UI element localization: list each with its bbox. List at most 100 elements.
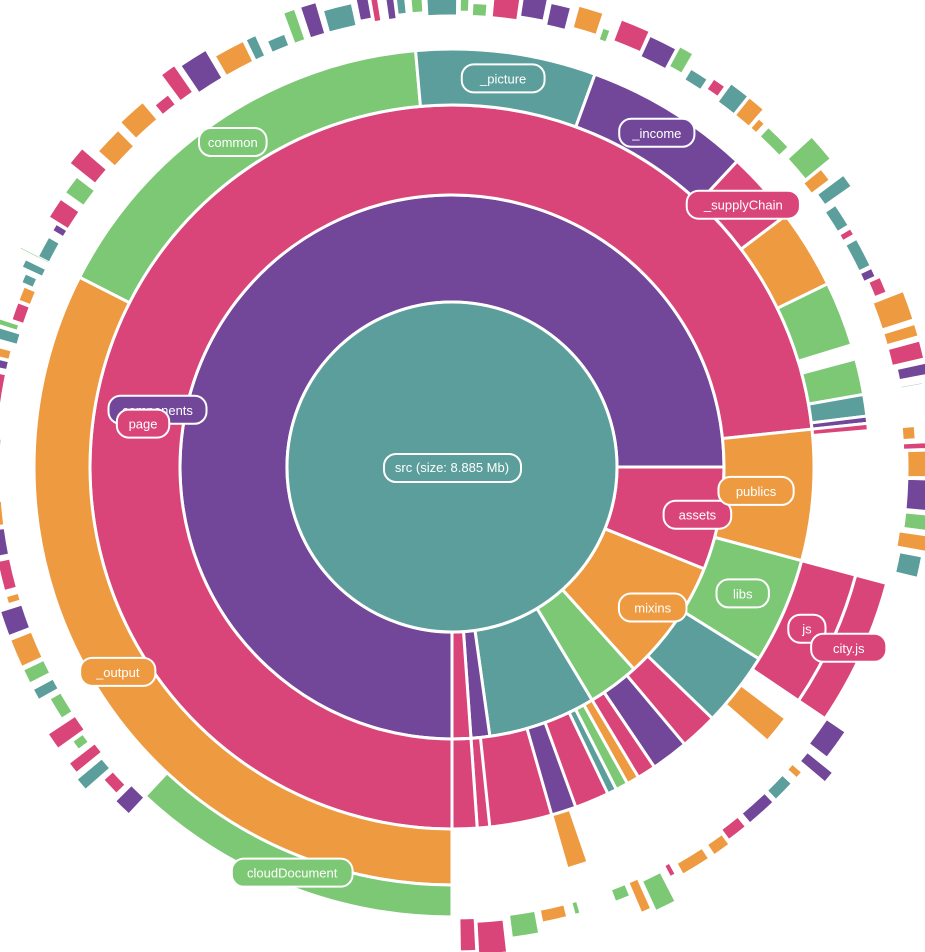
leaf-arc-0-8[interactable] bbox=[23, 659, 51, 684]
leaf-arc-3-13[interactable] bbox=[900, 382, 924, 389]
level3-arc-unnamed-10[interactable] bbox=[810, 421, 871, 438]
leaf-arc-3-7[interactable] bbox=[859, 267, 876, 282]
leaf-arc-4-2[interactable] bbox=[907, 450, 925, 478]
leaf-arc-3-8[interactable] bbox=[868, 276, 887, 298]
leaf-arc-1-13[interactable] bbox=[283, 8, 306, 44]
leaf-arc-1-1[interactable] bbox=[52, 223, 68, 238]
leaf-arc-5-1[interactable] bbox=[799, 751, 834, 783]
leaf-arc-0-27[interactable] bbox=[21, 259, 47, 277]
leaf-arc-0-9[interactable] bbox=[10, 631, 43, 667]
leaf-arc-4-1[interactable] bbox=[902, 442, 925, 450]
leaf-arc-2-14[interactable] bbox=[717, 83, 749, 115]
leaf-arc-1-8[interactable] bbox=[160, 65, 194, 102]
leaf-arc-1-14[interactable] bbox=[300, 1, 326, 39]
leaf-arc-0-20[interactable] bbox=[0, 354, 9, 371]
leaf-arc-0-5[interactable] bbox=[47, 715, 85, 749]
leaf-arc-3-5[interactable] bbox=[839, 228, 855, 242]
leaf-arc-5-11[interactable] bbox=[610, 883, 631, 902]
leaf-arc-4-0[interactable] bbox=[901, 426, 916, 441]
leaf-arc-5-2[interactable] bbox=[787, 763, 803, 779]
leaf-arc-2-0[interactable] bbox=[410, 0, 424, 14]
leaf-arc-3-3[interactable] bbox=[816, 174, 852, 206]
leaf-arc-1-18[interactable] bbox=[385, 0, 397, 21]
leaf-arc-6-4[interactable] bbox=[459, 917, 477, 952]
leaf-arc-0-12[interactable] bbox=[0, 558, 17, 592]
leaf-arc-1-15[interactable] bbox=[322, 3, 357, 33]
leaf-arc-6-1[interactable] bbox=[539, 904, 568, 923]
leaf-arc-1-6[interactable] bbox=[120, 101, 158, 139]
leaf-arc-5-5[interactable] bbox=[721, 816, 746, 841]
leaf-arc-0-26[interactable] bbox=[21, 273, 38, 288]
level3-arc-unnamed-13[interactable] bbox=[549, 807, 590, 871]
leaf-arc-1-9[interactable] bbox=[180, 49, 223, 94]
level2-arc-unnamed-11[interactable] bbox=[450, 736, 479, 831]
leaf-arc-2-5[interactable] bbox=[519, 0, 550, 21]
leaf-arc-2-4[interactable] bbox=[491, 0, 521, 21]
leaf-arc-2-10[interactable] bbox=[640, 35, 677, 70]
leaf-arc-3-0[interactable] bbox=[759, 126, 789, 156]
leaf-arc-0-16[interactable] bbox=[0, 438, 2, 459]
leaf-arc-3-2[interactable] bbox=[803, 168, 830, 194]
leaf-arc-3-11[interactable] bbox=[887, 340, 925, 366]
leaf-arc-0-13[interactable] bbox=[0, 528, 10, 559]
leaf-arc-2-12[interactable] bbox=[684, 68, 708, 91]
leaf-arc-6-2[interactable] bbox=[509, 910, 540, 938]
leaf-arc-5-7[interactable] bbox=[676, 847, 710, 875]
leaf-arc-0-4[interactable] bbox=[72, 733, 89, 750]
leaf-arc-3-12[interactable] bbox=[896, 362, 925, 381]
leaf-arc-0-7[interactable] bbox=[32, 678, 59, 700]
leaf-arc-0-23[interactable] bbox=[0, 318, 20, 331]
leaf-arc-6-0[interactable] bbox=[571, 900, 581, 915]
level2-arc-unnamed-8[interactable] bbox=[567, 707, 619, 796]
root-node[interactable]: src (size: 8.885 Mb) bbox=[285, 300, 619, 634]
leaf-arc-3-4[interactable] bbox=[824, 204, 849, 233]
leaf-arc-0-2[interactable] bbox=[76, 758, 111, 790]
leaf-arc-4-7[interactable] bbox=[893, 576, 907, 581]
leaf-arc-2-7[interactable] bbox=[572, 5, 604, 35]
leaf-arc-4-6[interactable] bbox=[895, 552, 923, 578]
leaf-arc-0-24[interactable] bbox=[11, 302, 30, 324]
leaf-arc-1-10[interactable] bbox=[214, 40, 254, 76]
leaf-arc-3-10[interactable] bbox=[883, 323, 919, 346]
leaf-arc-1-7[interactable] bbox=[154, 94, 176, 116]
leaf-arc-1-5[interactable] bbox=[97, 129, 135, 167]
leaf-arc-2-15[interactable] bbox=[734, 97, 764, 127]
leaf-arc-0-19[interactable] bbox=[0, 370, 7, 405]
leaf-arc-4-5[interactable] bbox=[896, 531, 925, 552]
leaf-arc-1-2[interactable] bbox=[48, 198, 80, 230]
leaf-arc-3-1[interactable] bbox=[787, 136, 831, 180]
leaf-arc-2-2[interactable] bbox=[459, 0, 470, 12]
leaf-arc-2-9[interactable] bbox=[613, 19, 650, 53]
leaf-arc-1-12[interactable] bbox=[266, 33, 290, 53]
leaf-arc-1-11[interactable] bbox=[245, 34, 266, 61]
leaf-arc-2-6[interactable] bbox=[546, 2, 571, 30]
leaf-arc-1-19[interactable] bbox=[394, 0, 407, 15]
leaf-arc-0-14[interactable] bbox=[0, 500, 5, 526]
leaf-arc-5-3[interactable] bbox=[766, 774, 792, 800]
leaf-arc-4-3[interactable] bbox=[905, 478, 925, 511]
leaf-arc-2-13[interactable] bbox=[706, 78, 726, 98]
leaf-arc-2-3[interactable] bbox=[471, 2, 488, 17]
leaf-arc-0-21[interactable] bbox=[0, 343, 12, 360]
leaf-arc-0-1[interactable] bbox=[103, 771, 126, 794]
leaf-arc-2-1[interactable] bbox=[426, 0, 458, 17]
leaf-arc-0-0[interactable] bbox=[115, 784, 145, 815]
leaf-arc-5-10[interactable] bbox=[628, 878, 652, 913]
leaf-arc-0-6[interactable] bbox=[49, 692, 73, 719]
level3-arc-unnamed-12[interactable] bbox=[723, 682, 788, 744]
leaf-arc-5-0[interactable] bbox=[808, 719, 846, 758]
leaf-arc-2-16[interactable] bbox=[750, 118, 765, 134]
leaf-arc-1-3[interactable] bbox=[64, 176, 95, 206]
level4-arc-clouddocument-0[interactable] bbox=[142, 770, 454, 919]
leaf-arc-0-3[interactable] bbox=[68, 743, 103, 774]
leaf-arc-4-4[interactable] bbox=[903, 512, 925, 532]
leaf-arc-2-8[interactable] bbox=[598, 27, 611, 43]
leaf-arc-1-17[interactable] bbox=[369, 0, 382, 23]
leaf-arc-5-6[interactable] bbox=[706, 833, 730, 856]
leaf-arc-0-10[interactable] bbox=[0, 604, 31, 637]
leaf-arc-0-22[interactable] bbox=[0, 325, 21, 345]
level3-arc-unnamed-6[interactable] bbox=[775, 281, 854, 364]
leaf-arc-3-6[interactable] bbox=[845, 238, 871, 272]
leaf-arc-2-11[interactable] bbox=[668, 46, 694, 74]
leaf-arc-3-9[interactable] bbox=[872, 291, 914, 330]
